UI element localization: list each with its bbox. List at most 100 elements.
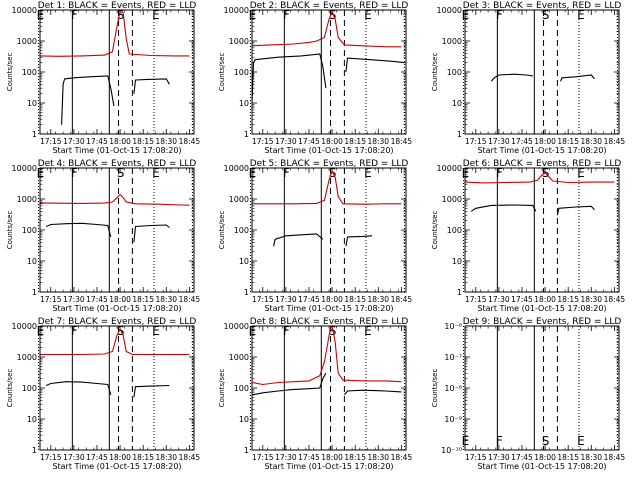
y-tick-label: 100 bbox=[447, 68, 462, 77]
y-tick-label: 10⁻⁶ bbox=[444, 322, 462, 331]
chart-panel: Det 5: BLACK = Events, RED = LLD Counts/s… bbox=[218, 159, 412, 313]
x-tick-label: 18:45 bbox=[604, 453, 626, 462]
interval-marker-letter: E bbox=[577, 434, 585, 448]
x-tick-label: 17:30 bbox=[275, 453, 297, 462]
series-line-lld bbox=[39, 193, 190, 206]
x-tick-label: 18:45 bbox=[604, 137, 626, 146]
x-tick-label: 18:00 bbox=[534, 453, 556, 462]
y-axis-label: Counts/sec bbox=[6, 211, 14, 250]
y-tick-label: 1 bbox=[244, 130, 249, 139]
interval-marker-letter: F bbox=[71, 166, 78, 180]
interval-marker-letter: E bbox=[364, 166, 372, 180]
chart-title: Det 8: BLACK = Events, RED = LLD bbox=[250, 317, 409, 327]
interval-marker-letter: E bbox=[577, 8, 585, 22]
interval-marker-letter: S bbox=[329, 8, 337, 22]
chart-title: Det 7: BLACK = Events, RED = LLD bbox=[38, 317, 197, 327]
x-tick-label: 17:30 bbox=[488, 295, 510, 304]
y-tick-label: 10⁻¹⁰ bbox=[441, 446, 462, 455]
plot-frame bbox=[39, 9, 195, 135]
y-tick-label: 10000 bbox=[12, 164, 37, 173]
y-tick-label: 10000 bbox=[224, 164, 249, 173]
x-tick-label: 18:15 bbox=[132, 137, 154, 146]
x-tick-label: 18:00 bbox=[109, 295, 131, 304]
y-axis-label: Counts/sec bbox=[6, 369, 14, 408]
y-tick-label: 1000 bbox=[17, 353, 37, 362]
y-tick-label: 10 bbox=[27, 257, 37, 266]
x-axis-label: Start Time (01-Oct-15 17:08:20) bbox=[264, 462, 393, 471]
interval-marker-letter: E bbox=[577, 166, 585, 180]
x-tick-label: 18:45 bbox=[391, 295, 413, 304]
y-axis-label: Counts/sec bbox=[431, 53, 439, 92]
x-tick-label: 18:30 bbox=[367, 453, 389, 462]
x-tick-label: 17:45 bbox=[86, 453, 108, 462]
x-tick-label: 17:45 bbox=[298, 453, 320, 462]
chart-panel: Det 8: BLACK = Events, RED = LLD Counts/s… bbox=[218, 317, 412, 471]
plot-frame bbox=[464, 167, 620, 293]
x-tick-label: 17:15 bbox=[465, 453, 487, 462]
y-axis-label: Counts/sec bbox=[6, 53, 14, 92]
series-line-events bbox=[45, 222, 170, 243]
x-tick-label: 17:30 bbox=[63, 295, 85, 304]
interval-marker-letter: E bbox=[152, 324, 160, 338]
interval-marker-letter: F bbox=[496, 8, 503, 22]
x-tick-label: 18:00 bbox=[321, 295, 343, 304]
interval-marker-letter: E bbox=[152, 8, 160, 22]
y-axis-label: Counts/sec bbox=[218, 211, 226, 250]
x-tick-label: 17:30 bbox=[275, 137, 297, 146]
x-tick-label: 18:45 bbox=[179, 137, 201, 146]
y-axis-label: Counts/sec bbox=[218, 53, 226, 92]
x-tick-label: 17:15 bbox=[40, 295, 62, 304]
y-tick-label: 1000 bbox=[442, 37, 462, 46]
series-line-events bbox=[490, 73, 595, 82]
series-line-lld bbox=[252, 169, 402, 205]
series-line-events bbox=[61, 75, 170, 125]
chart-title: Det 9: BLACK = Events, RED = LLD bbox=[463, 317, 622, 327]
y-tick-label: 1000 bbox=[17, 37, 37, 46]
interval-marker-letter: S bbox=[542, 8, 550, 22]
x-tick-label: 17:15 bbox=[465, 137, 487, 146]
series-line-events bbox=[251, 53, 405, 104]
x-tick-label: 18:15 bbox=[132, 453, 154, 462]
chart-panel: Det 1: BLACK = Events, RED = LLD Counts/s… bbox=[6, 1, 200, 155]
y-tick-label: 100 bbox=[22, 384, 37, 393]
x-axis-label: Start Time (01-Oct-15 17:08:20) bbox=[52, 304, 181, 313]
x-axis-label: Start Time (01-Oct-15 17:08:20) bbox=[52, 462, 181, 471]
y-tick-label: 10 bbox=[239, 257, 249, 266]
chart-panel: Det 4: BLACK = Events, RED = LLD Counts/s… bbox=[6, 159, 200, 313]
series-line-events bbox=[470, 204, 595, 216]
x-tick-label: 18:30 bbox=[155, 137, 177, 146]
y-tick-label: 10 bbox=[27, 415, 37, 424]
interval-marker-letter: S bbox=[117, 166, 125, 180]
x-tick-label: 17:45 bbox=[511, 453, 533, 462]
y-tick-label: 1000 bbox=[229, 195, 249, 204]
y-tick-label: 10000 bbox=[437, 6, 462, 15]
x-tick-label: 17:15 bbox=[40, 137, 62, 146]
x-tick-label: 18:45 bbox=[179, 295, 201, 304]
x-tick-label: 18:30 bbox=[367, 137, 389, 146]
y-tick-label: 10 bbox=[239, 99, 249, 108]
x-tick-label: 18:30 bbox=[580, 295, 602, 304]
x-tick-label: 18:15 bbox=[344, 453, 366, 462]
x-tick-label: 18:15 bbox=[344, 137, 366, 146]
x-tick-label: 18:30 bbox=[367, 295, 389, 304]
x-tick-label: 18:45 bbox=[604, 295, 626, 304]
x-tick-label: 17:45 bbox=[86, 295, 108, 304]
x-tick-label: 18:00 bbox=[109, 453, 131, 462]
interval-marker-letter: F bbox=[283, 324, 290, 338]
x-tick-label: 17:45 bbox=[298, 137, 320, 146]
x-tick-label: 17:45 bbox=[86, 137, 108, 146]
x-tick-label: 17:30 bbox=[63, 137, 85, 146]
x-tick-label: 18:45 bbox=[391, 137, 413, 146]
y-tick-label: 10000 bbox=[437, 164, 462, 173]
x-tick-label: 17:45 bbox=[298, 295, 320, 304]
x-tick-label: 18:15 bbox=[557, 295, 579, 304]
y-tick-label: 10 bbox=[452, 257, 462, 266]
x-axis-label: Start Time (01-Oct-15 17:08:20) bbox=[477, 304, 606, 313]
x-tick-label: 18:00 bbox=[321, 137, 343, 146]
y-tick-label: 1 bbox=[32, 446, 37, 455]
x-axis-label: Start Time (01-Oct-15 17:08:20) bbox=[477, 462, 606, 471]
x-tick-label: 18:15 bbox=[557, 453, 579, 462]
x-tick-label: 17:45 bbox=[511, 137, 533, 146]
